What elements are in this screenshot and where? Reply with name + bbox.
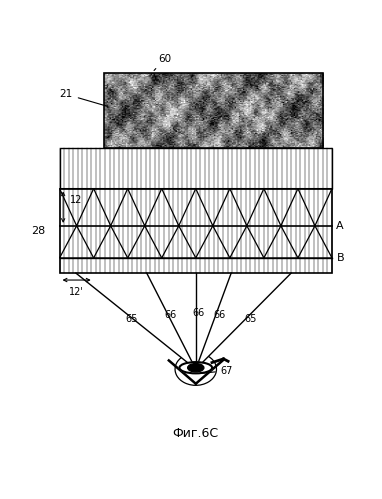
Text: 60: 60 <box>154 54 171 70</box>
Text: 67: 67 <box>202 366 233 376</box>
Text: 66: 66 <box>193 308 205 318</box>
Text: A: A <box>337 221 344 231</box>
Bar <box>104 73 323 148</box>
Text: 66: 66 <box>213 310 225 320</box>
Text: 28: 28 <box>31 226 45 236</box>
Bar <box>60 148 332 189</box>
Bar <box>60 189 332 273</box>
Text: 12': 12' <box>69 287 84 297</box>
Text: 21: 21 <box>60 89 107 106</box>
Text: B: B <box>337 253 344 263</box>
Text: 66: 66 <box>165 310 177 320</box>
Ellipse shape <box>180 362 212 373</box>
Text: 65: 65 <box>125 314 138 324</box>
Text: Фиг.6C: Фиг.6C <box>173 427 219 440</box>
Ellipse shape <box>188 364 204 372</box>
Text: 12: 12 <box>70 195 83 205</box>
Text: 65: 65 <box>244 314 257 324</box>
